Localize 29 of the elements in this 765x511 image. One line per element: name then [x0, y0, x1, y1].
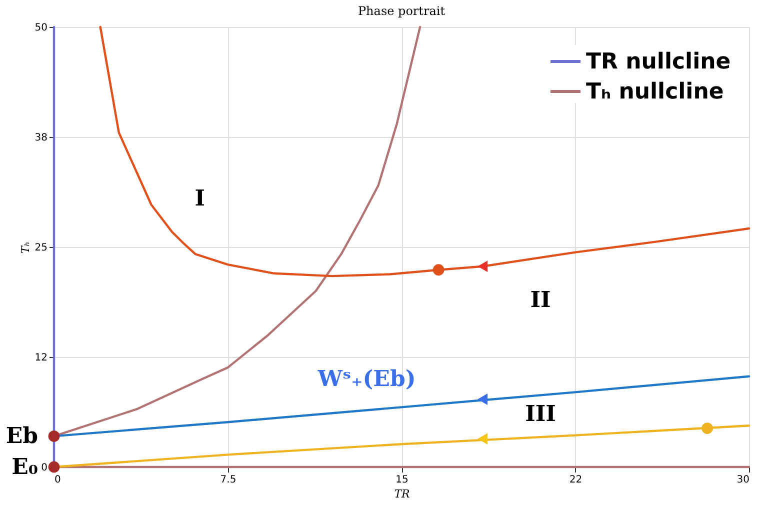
chart-title: Phase portrait: [358, 4, 446, 18]
annotation: E₀: [12, 454, 38, 480]
annotation: Wˢ₊(Eb): [316, 366, 416, 392]
point: [432, 264, 444, 276]
x-tick-label: 0: [54, 474, 61, 486]
y-axis-title: Tₕ: [18, 241, 32, 254]
x-tick-label: 30: [736, 474, 750, 486]
y-tick-label: 50: [34, 22, 48, 34]
point: [702, 422, 713, 434]
y-tick-label: 38: [34, 132, 48, 144]
annotation: I: [194, 186, 206, 212]
x-axis-title: TR: [394, 488, 410, 500]
x-tick-label: 22: [569, 474, 582, 486]
x-tick-label: 15: [396, 474, 408, 486]
y-tick-label: 0: [41, 462, 48, 474]
annotation: III: [525, 401, 556, 428]
x-tick-label: 7.5: [220, 474, 236, 486]
y-tick-label: 12: [34, 352, 48, 364]
line-series: [99, 26, 750, 278]
legend-label: Tₕ nullcline: [586, 80, 724, 104]
annotation: Eb: [6, 423, 38, 450]
point: [478, 394, 488, 405]
point: [478, 260, 488, 272]
point: [48, 461, 60, 473]
point: [478, 433, 488, 445]
y-tick-label: 25: [34, 242, 48, 254]
point: [48, 430, 60, 442]
legend-label: TR nullcline: [586, 50, 731, 74]
annotation: II: [530, 286, 551, 313]
